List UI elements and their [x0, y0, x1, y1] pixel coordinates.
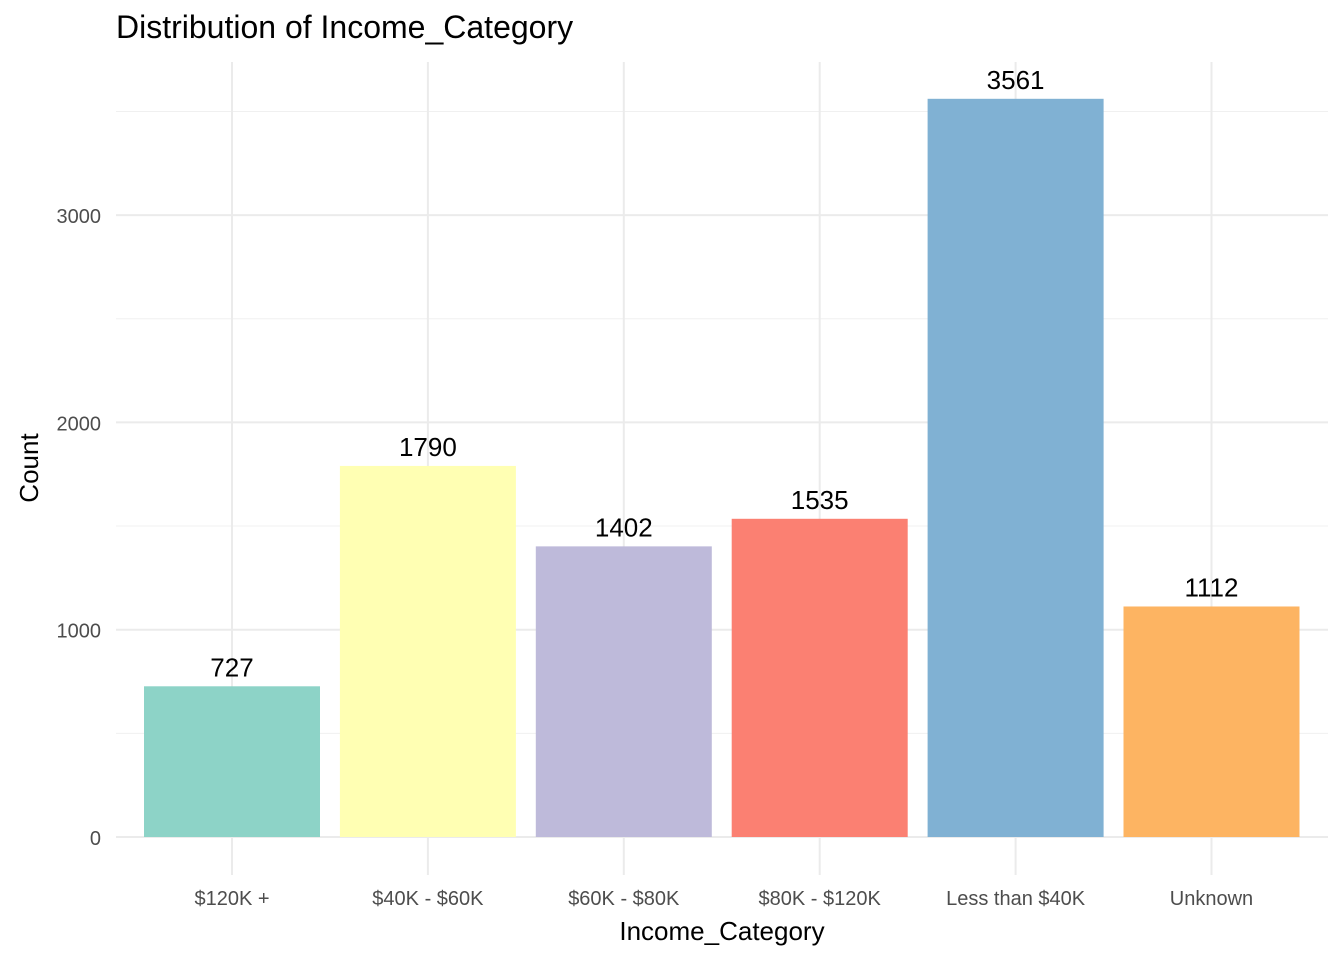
- data-labels: 727 1790 1402 1535 3561 1112: [210, 65, 1238, 682]
- y-tick-label: 0: [90, 828, 101, 850]
- y-axis-title: Count: [14, 433, 44, 503]
- bar-value-label: 727: [210, 652, 253, 682]
- x-tick-label: $80K - $120K: [759, 888, 882, 910]
- bar: [144, 686, 320, 837]
- bar: [339, 465, 516, 837]
- y-tick-label: 3000: [57, 206, 102, 228]
- bar-value-label: 1790: [399, 432, 457, 462]
- bar: [927, 98, 1104, 838]
- x-axis-title: Income_Category: [619, 916, 824, 946]
- x-tick-label: Unknown: [1170, 888, 1253, 910]
- bar-value-label: 3561: [987, 65, 1045, 95]
- bar-value-label: 1402: [595, 512, 653, 542]
- bar: [1123, 606, 1300, 837]
- bar: [731, 518, 908, 837]
- x-tick-label: $40K - $60K: [372, 888, 484, 910]
- bars: [144, 98, 1300, 838]
- bar: [535, 546, 712, 837]
- y-tick-label: 1000: [57, 621, 102, 643]
- x-tick-label: $120K +: [194, 888, 269, 910]
- chart-title: Distribution of Income_Category: [116, 9, 574, 45]
- x-tick-label: Less than $40K: [946, 888, 1086, 910]
- y-tick-label: 2000: [57, 413, 102, 435]
- axes: 0 1000 2000 3000 $120K + $40K - $60K $60K - $8…: [57, 206, 1254, 910]
- bar-value-label: 1112: [1185, 572, 1239, 602]
- x-tick-label: $60K - $80K: [568, 888, 680, 910]
- bar-value-label: 1535: [791, 485, 849, 515]
